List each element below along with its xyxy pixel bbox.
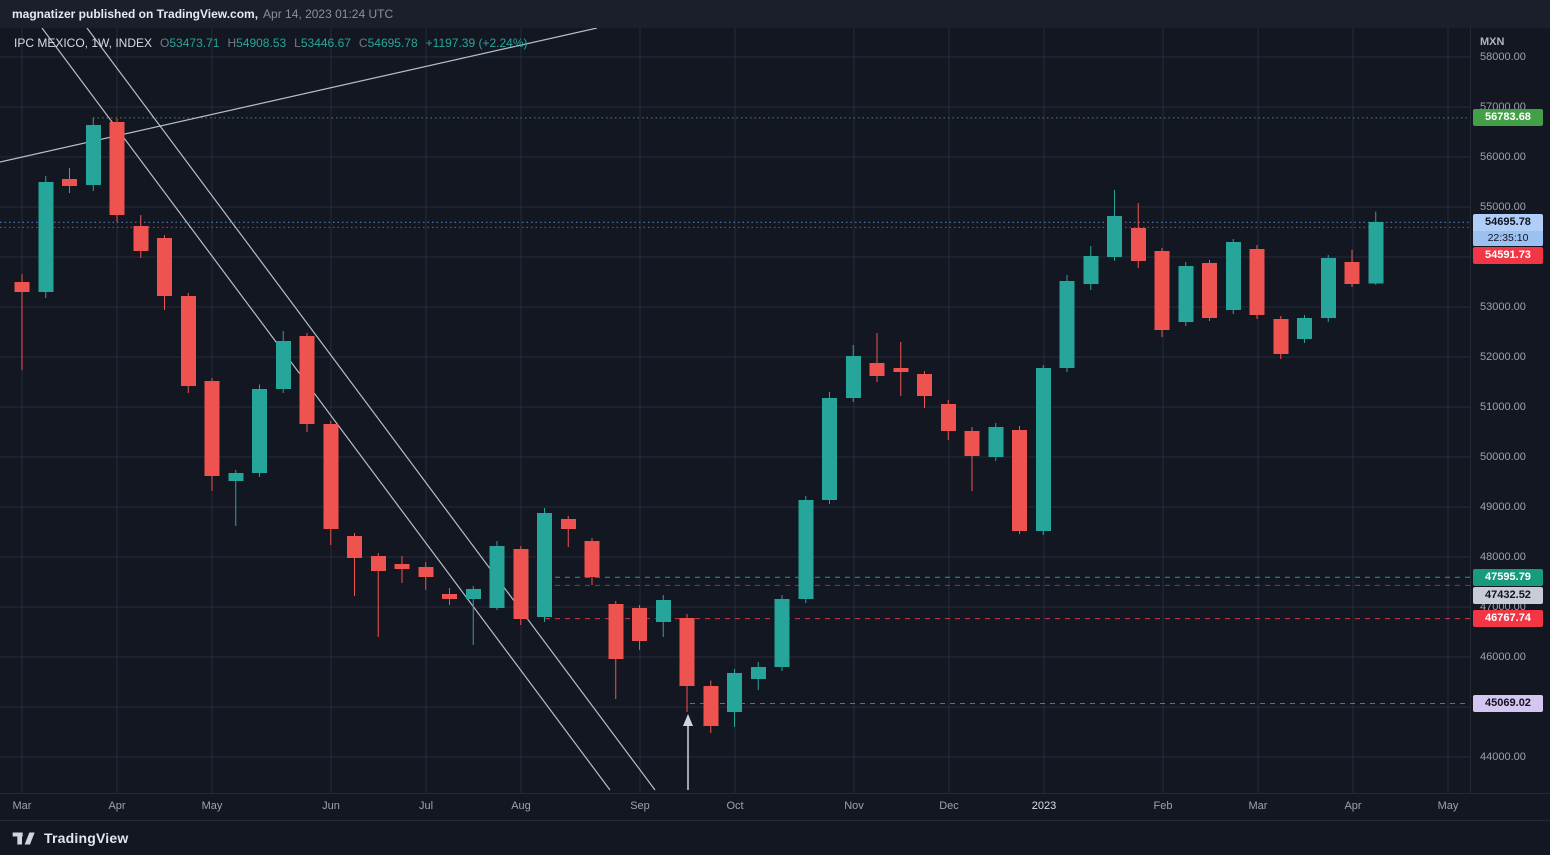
open-label: O (160, 36, 170, 50)
price-axis-label: 48000.00 (1480, 551, 1526, 563)
price-axis-label: 44000.00 (1480, 751, 1526, 763)
time-axis-label: Apr (1344, 800, 1362, 812)
high-value: 54908.53 (236, 36, 287, 50)
high-label: H (227, 36, 237, 50)
publish-bar: magnatizer published on TradingView.com,… (0, 0, 1550, 28)
time-axis-label: Apr (108, 800, 126, 812)
badge-price-text: 47595.79 (1485, 570, 1531, 583)
time-axis-label: Dec (939, 800, 959, 812)
close-value: 54695.78 (367, 36, 418, 50)
open-value: 53473.71 (169, 36, 220, 50)
badge-price-text: 45069.02 (1485, 697, 1531, 710)
time-axis-label: Sep (630, 800, 650, 812)
publish-timestamp: Apr 14, 2023 01:24 UTC (263, 7, 394, 21)
close-label: C (358, 36, 368, 50)
price-line-label-red[interactable]: 46767.74 (1473, 610, 1543, 628)
price-axis-label: 49000.00 (1480, 501, 1526, 513)
bar-close-countdown: 22:35:10 (1473, 230, 1543, 246)
tradingview-logo-icon[interactable] (12, 829, 36, 848)
price-axis-label: 53000.00 (1480, 301, 1526, 313)
high-price-label[interactable]: 56783.68 (1473, 109, 1543, 127)
change-value: +1197.39 (+2.24%) (425, 36, 528, 50)
publisher-text[interactable]: magnatizer published on TradingView.com, (12, 7, 259, 21)
badge-price-text: 56783.68 (1485, 111, 1531, 124)
price-line-label-teal[interactable]: 47595.79 (1473, 568, 1543, 586)
time-axis-year-label: 2023 (1031, 800, 1057, 812)
tradingview-brand-link[interactable]: TradingView (44, 830, 129, 846)
candlestick-chart[interactable] (0, 28, 1470, 793)
price-axis-label: 55000.00 (1480, 201, 1526, 213)
time-axis-label: Jun (322, 800, 340, 812)
low-label: L (294, 36, 301, 50)
price-axis[interactable]: MXN 44000.0045000.0046000.0047000.004800… (1470, 28, 1550, 820)
symbol-title[interactable]: IPC MEXICO, 1W, INDEX (14, 36, 153, 50)
badge-price-text: 46767.74 (1485, 612, 1531, 625)
price-axis-label: 50000.00 (1480, 451, 1526, 463)
price-line-label-gray[interactable]: 47432.52 (1473, 586, 1543, 604)
chart-area: IPC MEXICO, 1W, INDEX O 53473.71 H 54908… (0, 28, 1470, 793)
footer-bar: TradingView (0, 820, 1550, 855)
time-axis-label: Feb (1153, 800, 1173, 812)
currency-label: MXN (1480, 36, 1505, 48)
badge-price-text: 47432.52 (1485, 588, 1531, 601)
price-axis-label: 51000.00 (1480, 401, 1526, 413)
previous-close-price-label[interactable]: 54591.73 (1473, 246, 1543, 264)
time-axis-label: Mar (12, 800, 32, 812)
time-axis-label: Mar (1248, 800, 1268, 812)
price-axis-label: 46000.00 (1480, 651, 1526, 663)
badge-price-text: 54591.73 (1485, 248, 1531, 261)
time-axis-label: May (201, 800, 223, 812)
time-axis-label: Nov (844, 800, 864, 812)
time-axis[interactable]: Mar Apr May Jun Jul Aug Sep Oct Nov Dec 2023 Feb Mar… (0, 793, 1550, 820)
current-price-label[interactable]: 54695.78 22:35:10 (1473, 213, 1543, 246)
price-axis-label: 58000.00 (1480, 51, 1526, 63)
price-line-label-lavender[interactable]: 45069.02 (1473, 695, 1543, 713)
time-axis-label: Jul (418, 800, 434, 812)
time-axis-label: May (1437, 800, 1459, 812)
low-value: 53446.67 (300, 36, 351, 50)
time-axis-label: Aug (511, 800, 531, 812)
price-axis-label: 47000.00 (1480, 601, 1526, 613)
badge-price-text: 54695.78 (1485, 215, 1531, 228)
price-axis-label: 56000.00 (1480, 151, 1526, 163)
price-axis-label: 52000.00 (1480, 351, 1526, 363)
price-axis-labels: 44000.0045000.0046000.0047000.0048000.00… (1471, 28, 1550, 820)
time-axis-label: Oct (726, 800, 744, 812)
chart-header: IPC MEXICO, 1W, INDEX O 53473.71 H 54908… (14, 36, 528, 50)
